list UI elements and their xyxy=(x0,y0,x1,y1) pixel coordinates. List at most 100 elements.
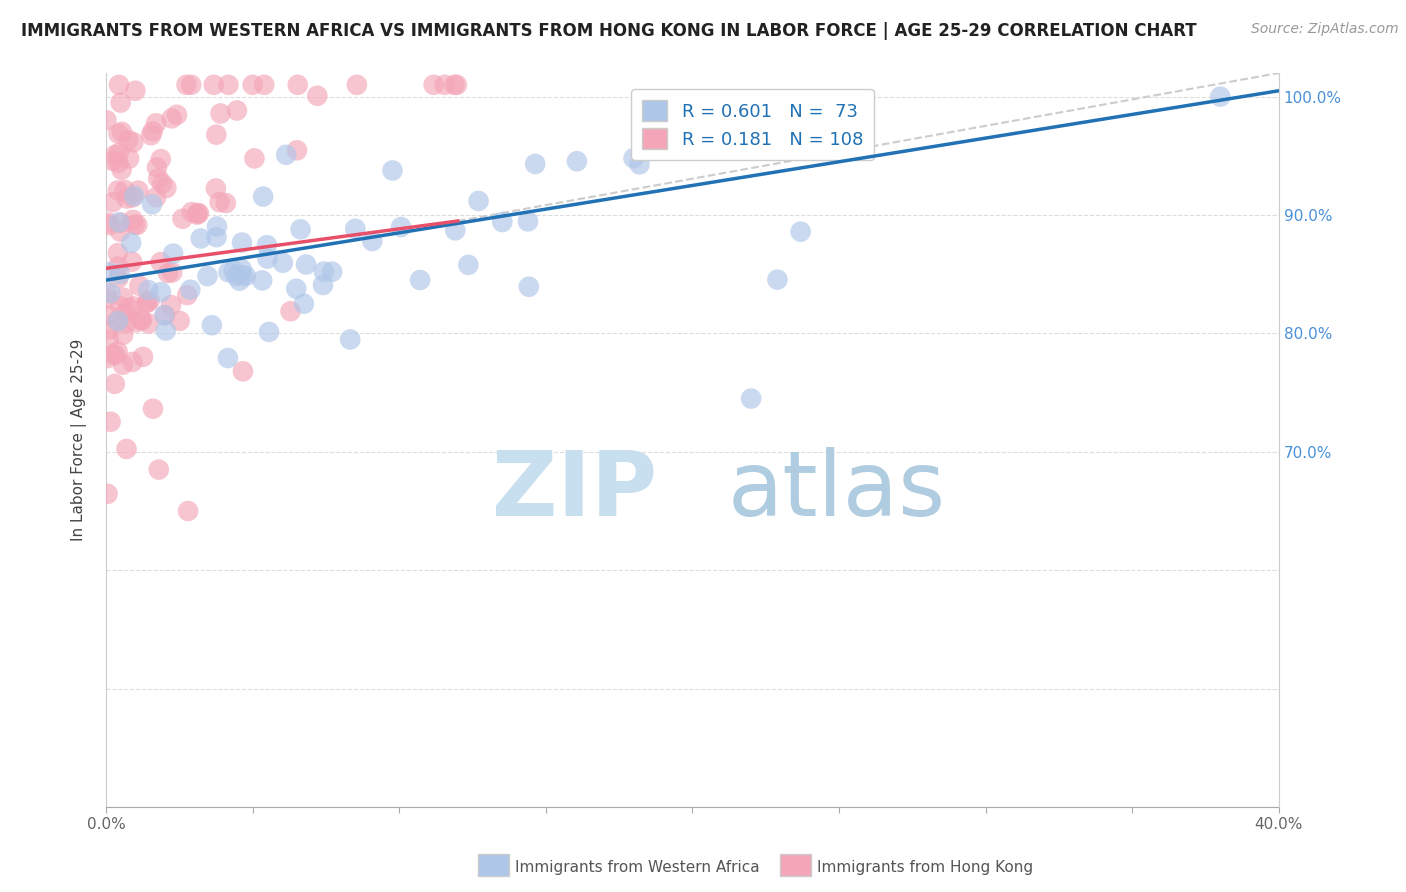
Point xyxy=(107,156,129,170)
Point xyxy=(136,295,159,310)
Point xyxy=(422,78,444,92)
Point xyxy=(100,415,122,429)
Point xyxy=(443,78,465,92)
Point xyxy=(187,206,209,220)
Point xyxy=(208,195,231,210)
Point xyxy=(145,190,167,204)
Point xyxy=(623,151,645,165)
Point xyxy=(122,136,145,150)
Point xyxy=(148,462,170,476)
Y-axis label: In Labor Force | Age 25-29: In Labor Force | Age 25-29 xyxy=(72,339,87,541)
Point xyxy=(162,246,184,260)
Point xyxy=(145,116,167,130)
Point xyxy=(112,291,135,305)
Point xyxy=(232,268,254,283)
Point xyxy=(138,293,160,308)
Point xyxy=(131,313,153,327)
Point xyxy=(312,264,335,278)
Point xyxy=(491,215,513,229)
Point xyxy=(287,78,309,92)
Point xyxy=(127,218,149,232)
Point xyxy=(114,316,136,330)
Point xyxy=(107,271,129,285)
Point xyxy=(98,218,121,232)
Point xyxy=(111,358,134,372)
Point xyxy=(112,327,135,342)
Point xyxy=(141,197,163,211)
Point xyxy=(121,355,143,369)
Point xyxy=(217,265,239,279)
Point xyxy=(346,78,368,92)
Point xyxy=(307,88,329,103)
Point xyxy=(153,308,176,322)
Point xyxy=(124,189,146,203)
Point xyxy=(120,235,142,250)
Point xyxy=(108,267,131,281)
Point xyxy=(312,277,335,292)
Point xyxy=(180,78,202,92)
Point xyxy=(155,324,177,338)
Point xyxy=(101,195,124,210)
Point xyxy=(524,157,547,171)
Point xyxy=(108,225,131,239)
Point xyxy=(94,292,117,306)
Point xyxy=(250,273,273,287)
Point xyxy=(129,312,152,326)
Point xyxy=(121,190,143,204)
Point xyxy=(256,252,278,266)
Text: Immigrants from Western Africa: Immigrants from Western Africa xyxy=(515,860,759,874)
Point xyxy=(226,103,249,118)
Point xyxy=(107,184,129,198)
Point xyxy=(290,222,312,236)
Point xyxy=(205,128,228,142)
Point xyxy=(97,332,120,346)
Point xyxy=(253,78,276,92)
Point xyxy=(96,286,118,301)
Point xyxy=(96,487,118,501)
Point xyxy=(107,246,129,260)
Point xyxy=(136,283,159,297)
Legend: R = 0.601   N =  73, R = 0.181   N = 108: R = 0.601 N = 73, R = 0.181 N = 108 xyxy=(631,89,875,160)
Point xyxy=(280,304,302,318)
Point xyxy=(107,344,129,359)
Point xyxy=(292,296,315,310)
Point xyxy=(146,161,169,175)
Point xyxy=(114,306,136,320)
Point xyxy=(243,152,266,166)
Point xyxy=(115,442,138,456)
Point xyxy=(231,262,253,277)
Point xyxy=(96,113,118,128)
Text: IMMIGRANTS FROM WESTERN AFRICA VS IMMIGRANTS FROM HONG KONG IN LABOR FORCE | AGE: IMMIGRANTS FROM WESTERN AFRICA VS IMMIGR… xyxy=(21,22,1197,40)
Point xyxy=(110,216,132,230)
Text: Immigrants from Hong Kong: Immigrants from Hong Kong xyxy=(817,860,1033,874)
Point xyxy=(103,347,125,361)
Point xyxy=(100,286,122,301)
Point xyxy=(205,181,228,195)
Point xyxy=(205,230,228,244)
Point xyxy=(1209,89,1232,103)
Point xyxy=(148,171,170,186)
Point xyxy=(132,350,155,364)
Point xyxy=(457,258,479,272)
Point xyxy=(179,283,201,297)
Point xyxy=(122,213,145,227)
Point xyxy=(153,308,176,322)
Point xyxy=(96,351,118,365)
Point xyxy=(110,95,132,110)
Point xyxy=(202,78,225,92)
Point xyxy=(149,255,172,269)
Point xyxy=(176,78,198,92)
Point xyxy=(149,285,172,299)
Point xyxy=(517,279,540,293)
Point xyxy=(98,322,121,336)
Point xyxy=(186,208,208,222)
Point xyxy=(105,314,128,328)
Point xyxy=(128,278,150,293)
Point xyxy=(276,147,298,161)
Point xyxy=(98,309,121,323)
Point xyxy=(155,181,177,195)
Point xyxy=(97,216,120,230)
Point xyxy=(115,192,138,206)
Point xyxy=(160,298,183,312)
Point xyxy=(111,125,134,139)
